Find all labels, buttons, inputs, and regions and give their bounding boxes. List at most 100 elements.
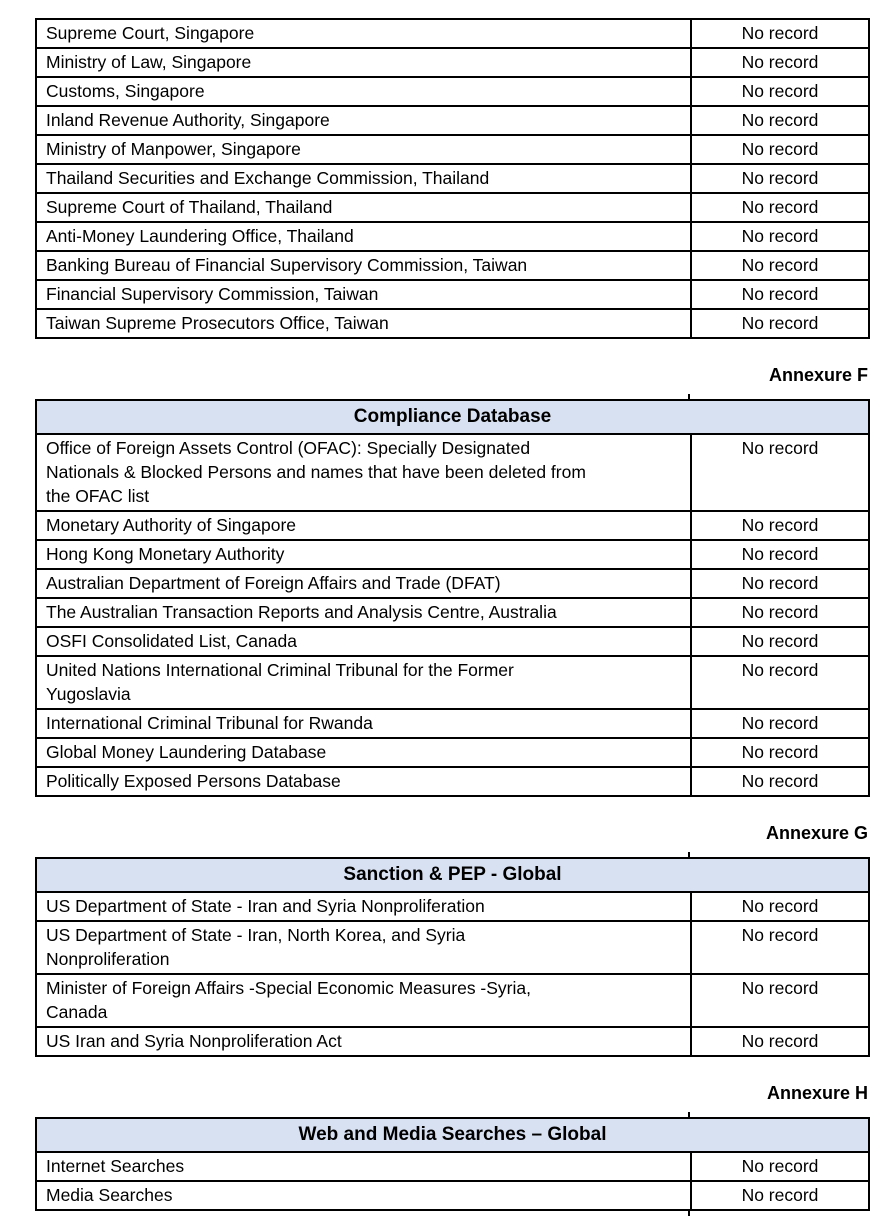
table-row: US Department of State - Iran and Syria … [35,891,870,922]
result-cell: No record [690,510,870,541]
annexure-f-table-wrapper: Compliance Database Office of Foreign Ass… [35,394,870,797]
table-row: Hong Kong Monetary Authority No record [35,539,870,570]
table-title: Compliance Database [35,399,870,435]
table-header-row: Sanction & PEP - Global [35,857,870,893]
table-row: Taiwan Supreme Prosecutors Office, Taiwa… [35,308,870,339]
source-cell: Minister of Foreign Affairs -Special Eco… [35,973,692,1028]
table-row: Politically Exposed Persons Database No r… [35,766,870,797]
result-cell: No record [690,76,870,107]
table-title: Web and Media Searches – Global [34,1117,871,1153]
table-row: US Department of State - Iran, North Kor… [35,920,870,975]
source-cell: Banking Bureau of Financial Supervisory … [35,250,692,281]
source-cell: Financial Supervisory Commission, Taiwan [35,279,692,310]
annexure-label: Annexure F [768,365,868,385]
table-header-row: Web and Media Searches – Global [34,1117,871,1153]
source-cell: US Department of State - Iran, North Kor… [35,920,692,975]
table-row: Ministry of Law, Singapore No record [35,47,870,78]
source-cell: Supreme Court of Thailand, Thailand [35,192,692,223]
table-row: International Criminal Tribunal for Rwan… [35,708,870,739]
column-divider-tick [688,394,690,399]
result-cell: No record [690,250,870,281]
result-cell: No record [690,134,870,165]
table-row: Office of Foreign Assets Control (OFAC):… [35,433,870,512]
result-cell: No record [690,597,870,628]
table-title: Sanction & PEP - Global [35,857,870,893]
result-cell: No record [690,920,870,975]
result-cell: No record [690,655,870,710]
annexure-h-table-wrapper: Web and Media Searches – Global Internet … [34,1112,871,1216]
table-row: Inland Revenue Authority, Singapore No re… [35,105,870,136]
table-row: OSFI Consolidated List, Canada No record [35,626,870,657]
source-cell: Ministry of Law, Singapore [35,47,692,78]
source-cell: OSFI Consolidated List, Canada [35,626,692,657]
table-row: Monetary Authority of Singapore No record [35,510,870,541]
result-cell: No record [690,891,870,922]
annexure-g-table: Sanction & PEP - Global US Department of … [35,857,870,1057]
screening-table-continued-wrapper: Supreme Court, Singapore No record Ministr… [35,18,870,339]
result-cell: No record [690,539,870,570]
source-cell: US Iran and Syria Nonproliferation Act [35,1026,692,1057]
result-cell: No record [690,18,870,49]
source-cell: Anti-Money Laundering Office, Thailand [35,221,692,252]
screening-table-continued-body: Supreme Court, Singapore No record Ministr… [35,18,870,339]
result-cell: No record [690,279,870,310]
annexure-label: Annexure G [765,823,868,843]
table-row: US Iran and Syria Nonproliferation Act No… [35,1026,870,1057]
table-row: Australian Department of Foreign Affairs… [35,568,870,599]
table-row: Minister of Foreign Affairs -Special Eco… [35,973,870,1028]
table-row: Banking Bureau of Financial Supervisory … [35,250,870,281]
table-header-row: Compliance Database [35,399,870,435]
result-cell: No record [690,221,870,252]
document-content: Supreme Court, Singapore No record Ministr… [34,18,871,1216]
result-cell: No record [690,737,870,768]
table-row: Media Searches No record [35,1180,871,1211]
source-cell: Hong Kong Monetary Authority [35,539,692,570]
annexure-g-table-body: Sanction & PEP - Global US Department of … [35,857,870,1057]
table-row: Internet Searches No record [35,1151,871,1182]
annexure-h-table: Web and Media Searches – Global Internet … [34,1117,871,1211]
result-cell: No record [690,1026,870,1057]
result-cell: No record [690,433,870,512]
source-cell: Ministry of Manpower, Singapore [35,134,692,165]
table-row: United Nations International Criminal Tr… [35,655,870,710]
source-cell: Global Money Laundering Database [35,737,692,768]
source-cell: International Criminal Tribunal for Rwan… [35,708,692,739]
annexure-g-table-wrapper: Sanction & PEP - Global US Department of … [35,852,870,1057]
result-cell: No record [690,192,870,223]
source-cell: Thailand Securities and Exchange Commiss… [35,163,692,194]
annexure-f-table: Compliance Database Office of Foreign Ass… [35,399,870,797]
result-cell: No record [690,708,870,739]
source-cell: United Nations International Criminal Tr… [35,655,692,710]
table-row: Customs, Singapore No record [35,76,870,107]
source-cell: Supreme Court, Singapore [35,18,692,49]
source-cell: Monetary Authority of Singapore [35,510,692,541]
column-divider-tick [688,1112,690,1117]
source-cell: Internet Searches [35,1151,692,1182]
source-cell: US Department of State - Iran and Syria … [35,891,692,922]
result-cell: No record [690,163,870,194]
source-cell: Inland Revenue Authority, Singapore [35,105,692,136]
screening-table-continued: Supreme Court, Singapore No record Ministr… [35,18,870,339]
table-row: Anti-Money Laundering Office, Thailand No… [35,221,870,252]
result-cell: No record [690,105,870,136]
source-cell: Australian Department of Foreign Affairs… [35,568,692,599]
source-cell: Customs, Singapore [35,76,692,107]
annexure-f-table-body: Compliance Database Office of Foreign Ass… [35,399,870,797]
table-row: Global Money Laundering Database No recor… [35,737,870,768]
result-cell: No record [690,626,870,657]
result-cell: No record [690,47,870,78]
source-cell: Taiwan Supreme Prosecutors Office, Taiwa… [35,308,692,339]
table-row: Ministry of Manpower, Singapore No record [35,134,870,165]
source-cell: Office of Foreign Assets Control (OFAC):… [35,433,692,512]
table-row: Supreme Court, Singapore No record [35,18,870,49]
result-cell: No record [690,766,870,797]
source-cell: The Australian Transaction Reports and A… [35,597,692,628]
source-cell: Politically Exposed Persons Database [35,766,692,797]
source-cell: Media Searches [35,1180,692,1211]
table-row: Supreme Court of Thailand, Thailand No re… [35,192,870,223]
column-divider-tick [688,1211,690,1216]
result-cell: No record [690,973,870,1028]
table-row: The Australian Transaction Reports and A… [35,597,870,628]
annexure-label: Annexure H [766,1083,868,1103]
column-divider-tick [688,852,690,857]
